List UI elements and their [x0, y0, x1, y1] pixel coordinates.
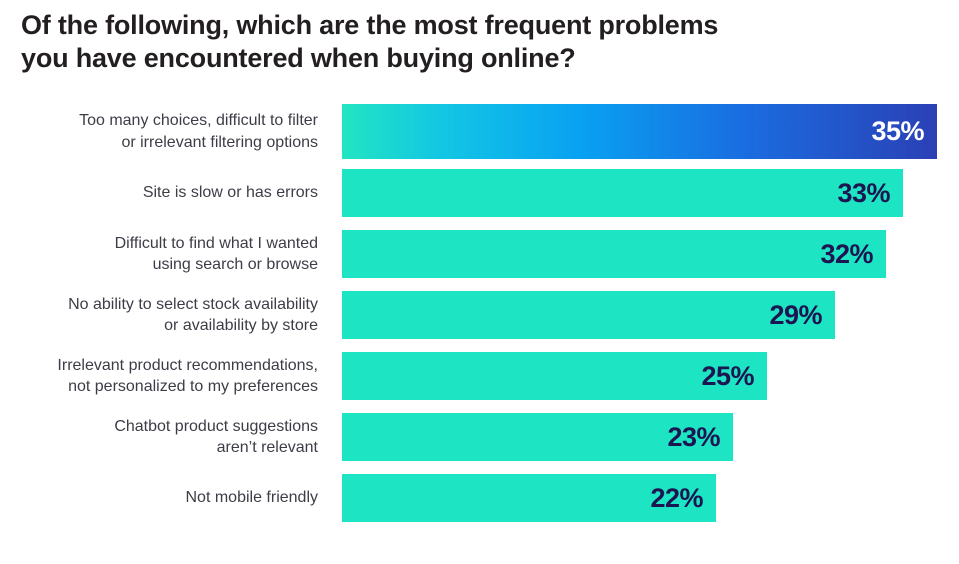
chart-row: Chatbot product suggestions aren’t relev…	[0, 413, 959, 461]
bar: 29%	[342, 291, 835, 339]
chart-row: No ability to select stock availability …	[0, 291, 959, 339]
value-label: 33%	[837, 177, 890, 208]
bar: 33%	[342, 169, 903, 217]
category-label: Chatbot product suggestions aren’t relev…	[114, 417, 318, 456]
chart-title: Of the following, which are the most fre…	[21, 10, 719, 74]
value-label: 35%	[871, 116, 924, 146]
chart-row: Site is slow or has errors 33%	[0, 169, 959, 217]
bar: 25%	[342, 352, 767, 400]
category-label: Too many choices, difficult to filter or…	[79, 112, 318, 151]
bar: 32%	[342, 230, 886, 278]
chart-row: Irrelevant product recommendations, not …	[0, 352, 959, 400]
chart-row: Not mobile friendly 22%	[0, 474, 959, 522]
chart-row: Too many choices, difficult to filter or…	[0, 104, 959, 159]
category-label: No ability to select stock availability …	[68, 295, 318, 334]
value-label: 32%	[820, 238, 873, 269]
value-label: 23%	[667, 421, 720, 452]
bar: 35%	[342, 104, 937, 159]
value-label: 29%	[769, 299, 822, 330]
category-label: Irrelevant product recommendations, not …	[57, 356, 318, 395]
bar: 22%	[342, 474, 716, 522]
category-label: Difficult to find what I wanted using se…	[114, 234, 318, 273]
bar-chart: Too many choices, difficult to filter or…	[0, 104, 959, 535]
category-label: Not mobile friendly	[185, 489, 319, 507]
value-label: 25%	[701, 360, 754, 391]
value-label: 22%	[650, 482, 703, 513]
chart-row: Difficult to find what I wanted using se…	[0, 230, 959, 278]
bar: 23%	[342, 413, 733, 461]
category-label: Site is slow or has errors	[142, 184, 318, 202]
